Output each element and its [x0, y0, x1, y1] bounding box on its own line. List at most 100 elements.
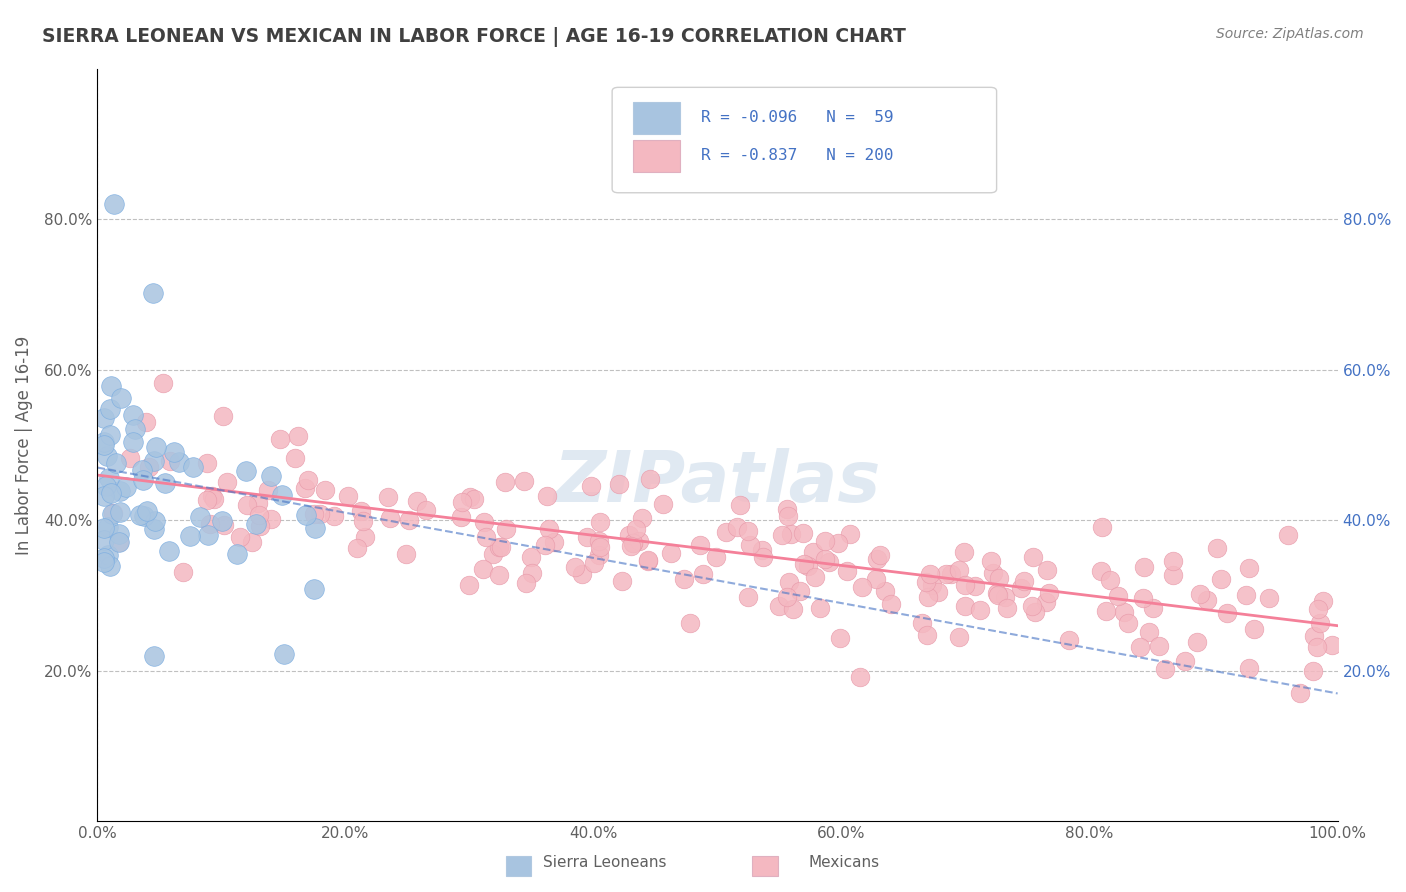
Point [212, 409, 235, 423]
Point [270, 488, 292, 502]
Point [309, 507, 332, 521]
Point [1099, 573, 1122, 587]
Point [631, 511, 654, 525]
Point [1024, 605, 1046, 619]
Point [737, 524, 759, 538]
Point [1195, 593, 1218, 607]
Point [132, 509, 155, 524]
Point [491, 541, 513, 555]
Point [294, 481, 316, 495]
Text: Source: ZipAtlas.com: Source: ZipAtlas.com [1216, 27, 1364, 41]
Point [818, 555, 841, 569]
Point [450, 494, 472, 508]
Point [921, 578, 943, 592]
Point [589, 540, 612, 554]
Point [93, 411, 115, 425]
Point [245, 517, 267, 532]
Point [93, 555, 115, 569]
Point [948, 563, 970, 577]
Point [1320, 638, 1343, 652]
Point [689, 538, 711, 552]
Point [752, 549, 775, 564]
Point [495, 522, 517, 536]
Point [105, 456, 128, 470]
Point [620, 539, 643, 553]
Point [571, 567, 593, 582]
Point [124, 422, 146, 436]
Point [297, 473, 319, 487]
Point [142, 285, 165, 300]
Point [98, 471, 121, 485]
Point [837, 564, 859, 578]
Point [1206, 541, 1229, 555]
Point [953, 578, 976, 592]
Point [108, 483, 131, 498]
Point [229, 530, 252, 544]
Point [1038, 586, 1060, 600]
Point [1154, 662, 1177, 676]
Point [737, 590, 759, 604]
Point [211, 514, 233, 528]
Point [118, 450, 141, 465]
Point [1289, 686, 1312, 700]
Point [1277, 528, 1299, 542]
Point [927, 585, 949, 599]
Point [537, 522, 560, 536]
Point [295, 508, 318, 522]
Point [515, 576, 537, 591]
Point [100, 378, 122, 392]
Point [201, 489, 224, 503]
Point [828, 631, 851, 645]
Point [138, 460, 160, 475]
Text: SIERRA LEONEAN VS MEXICAN IN LABOR FORCE | AGE 16-19 CORRELATION CHART: SIERRA LEONEAN VS MEXICAN IN LABOR FORCE… [42, 27, 905, 46]
Point [314, 483, 336, 497]
Point [93, 434, 115, 449]
Point [114, 480, 136, 494]
Point [581, 478, 603, 492]
Point [121, 408, 143, 422]
Point [1133, 560, 1156, 574]
Point [637, 553, 659, 567]
Point [260, 469, 283, 483]
Point [1091, 520, 1114, 534]
Point [472, 561, 495, 575]
Point [415, 502, 437, 516]
Point [93, 533, 115, 548]
Point [197, 528, 219, 542]
Point [350, 504, 373, 518]
Point [725, 520, 748, 534]
Point [96, 449, 118, 463]
Point [704, 550, 727, 565]
Point [1258, 591, 1281, 605]
Point [246, 496, 269, 510]
FancyBboxPatch shape [612, 87, 997, 193]
Point [792, 526, 814, 541]
Point [1108, 589, 1130, 603]
Point [1237, 661, 1260, 675]
Point [917, 590, 939, 604]
Point [1234, 588, 1257, 602]
Point [188, 510, 211, 524]
Point [869, 549, 891, 563]
Point [97, 520, 120, 534]
Point [284, 450, 307, 465]
Point [1036, 563, 1059, 577]
Point [1147, 640, 1170, 654]
Text: Sierra Leoneans: Sierra Leoneans [543, 855, 666, 870]
Point [181, 460, 204, 475]
Point [323, 508, 346, 523]
Point [108, 505, 131, 519]
Point [93, 520, 115, 534]
Point [98, 402, 121, 417]
Point [953, 599, 976, 613]
Point [1090, 564, 1112, 578]
Point [145, 514, 167, 528]
Point [801, 545, 824, 559]
Point [997, 601, 1019, 615]
Point [911, 616, 934, 631]
Point [1309, 616, 1331, 631]
Point [873, 583, 896, 598]
Point [353, 530, 375, 544]
Point [1237, 561, 1260, 575]
Point [1137, 625, 1160, 640]
